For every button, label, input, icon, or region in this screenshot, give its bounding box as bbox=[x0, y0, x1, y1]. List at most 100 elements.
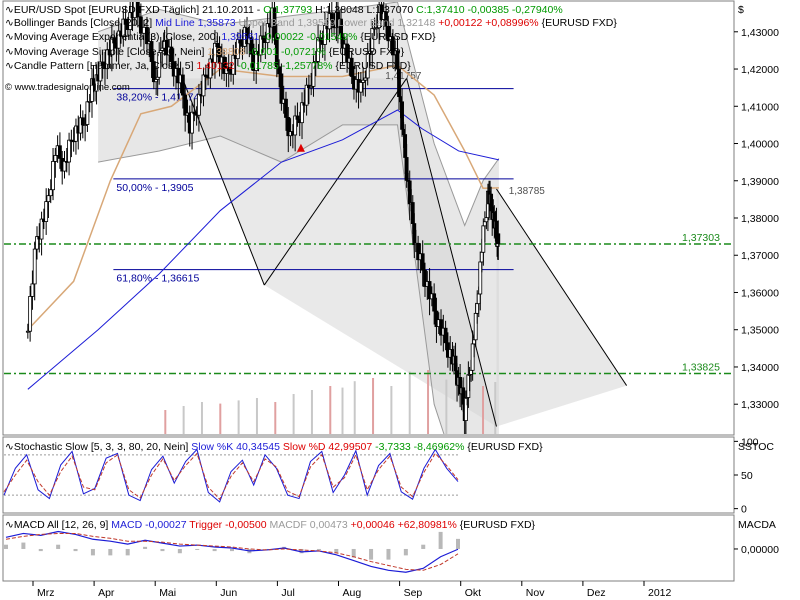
candle-body bbox=[439, 319, 443, 336]
candle-body bbox=[197, 93, 201, 116]
price-axis-label: 1,34000 bbox=[741, 362, 779, 374]
candle-body bbox=[420, 253, 425, 271]
volume-bar bbox=[310, 390, 313, 434]
legend-bollinger-change: +0,00122 +0,08996% bbox=[438, 17, 541, 29]
stochastic-panel-frame bbox=[2, 436, 735, 514]
candle-body bbox=[109, 37, 114, 56]
legend-line-bollinger: ∿Bollinger Bands [Close, 20, 2] Mid Line… bbox=[5, 17, 617, 29]
support-level-label: 1,33825 bbox=[682, 361, 720, 373]
stochastic-plot-area: 0 50 100 bbox=[3, 436, 759, 516]
macdf-bar bbox=[334, 548, 339, 554]
volume-bar bbox=[494, 382, 497, 434]
candle-body bbox=[25, 330, 30, 333]
legend-ema-name: Moving Average Exponential(3) [Close, 20… bbox=[14, 31, 222, 43]
candle-body bbox=[116, 30, 121, 49]
legend-bollinger-mid: Mid Line 1,35873 bbox=[155, 17, 238, 29]
candle-body bbox=[245, 26, 249, 45]
macdf-bar bbox=[177, 548, 182, 554]
candle-body bbox=[100, 61, 105, 66]
bollinger-upper-line bbox=[97, 2, 500, 227]
macdf-bar bbox=[21, 542, 26, 549]
legend-sma-value: 1,38808 bbox=[207, 46, 248, 58]
volume-bar bbox=[164, 410, 167, 434]
ema200-line bbox=[27, 109, 500, 390]
macdf-bar bbox=[56, 544, 61, 549]
macd-panel-label: MACDA bbox=[738, 519, 776, 531]
candle-body bbox=[169, 46, 174, 62]
stoch-legend-change: -3,7333 -8,46962% bbox=[375, 441, 467, 453]
price-axis-label: 1,41000 bbox=[741, 101, 779, 113]
candle-body bbox=[309, 85, 314, 89]
candle-body bbox=[105, 49, 110, 70]
macd-legend-symbol: {EURUSD FXD} bbox=[460, 519, 536, 531]
legend-sma-name: Moving Average Simple [Close, 50, Nein] bbox=[14, 46, 208, 58]
stochastic-panel[interactable]: 0 50 100 ∿Stochastic Slow [5, 3, 3, 80, 20… bbox=[2, 436, 774, 516]
trendline-label: 1,38785 bbox=[509, 186, 546, 197]
candle-body bbox=[345, 43, 349, 63]
candle-body bbox=[231, 54, 236, 75]
stoch-legend-d: Slow %D 42,99507 bbox=[283, 441, 375, 453]
time-axis-label: 2012 bbox=[648, 587, 672, 599]
time-axis-label: Okt bbox=[465, 587, 481, 599]
macdf-bar bbox=[125, 548, 130, 556]
candle-body bbox=[365, 52, 370, 79]
candle-body bbox=[85, 101, 90, 125]
macdf-bar bbox=[299, 548, 304, 554]
candle-body bbox=[203, 74, 208, 77]
candle-body bbox=[138, 16, 143, 34]
candle-body bbox=[149, 41, 154, 62]
time-axis[interactable]: Mrz Apr Mai Jun Jul Aug Sep Okt Nov Dez 2012 bbox=[32, 581, 672, 599]
macdf-bar bbox=[160, 548, 165, 552]
candle-body bbox=[384, 11, 388, 27]
macd-legend-change: +0,00046 +62,80981% bbox=[351, 519, 460, 531]
stochastic-axis-label: 0 bbox=[741, 504, 747, 516]
candle-body bbox=[39, 218, 44, 240]
candle-body bbox=[28, 295, 33, 332]
candle-body bbox=[83, 124, 88, 126]
stochastic-axis-label: 100 bbox=[741, 436, 759, 448]
stochastic-panel-label: SSTOC bbox=[738, 441, 774, 453]
candle-body bbox=[249, 37, 254, 55]
legend-ema-value: 1,39561 bbox=[221, 31, 262, 43]
candle-body bbox=[340, 33, 345, 49]
candle-body bbox=[74, 125, 78, 142]
macdf-bar bbox=[438, 531, 443, 549]
macd-axis-label: 0,00000 bbox=[741, 544, 779, 556]
candle-body bbox=[265, 23, 270, 43]
trendline bbox=[263, 78, 408, 286]
macd-panel[interactable]: 0,00000 ∿MACD All [12, 26, 9] MACD -0,00… bbox=[2, 514, 779, 582]
macd-legend-trigger: Trigger -0,00500 bbox=[189, 519, 269, 531]
candle-body bbox=[323, 25, 327, 45]
time-axis-label: Mrz bbox=[37, 587, 55, 599]
price-axis[interactable]: 1,33000 1,34000 1,35000 1,36000 1,37000 1,380… bbox=[734, 27, 779, 411]
candle-body bbox=[254, 51, 259, 71]
candle-body bbox=[277, 66, 282, 75]
candle-body bbox=[363, 77, 368, 81]
candle-body bbox=[128, 12, 133, 30]
candle-body bbox=[258, 35, 263, 56]
candle-body bbox=[416, 242, 421, 261]
candle-body bbox=[201, 74, 206, 97]
volume-bar bbox=[274, 402, 277, 434]
candle-body bbox=[311, 62, 316, 87]
macdf-bar bbox=[38, 548, 43, 552]
price-axis-label: 1,40000 bbox=[741, 139, 779, 151]
candle-body bbox=[151, 61, 156, 83]
macdf-bar bbox=[369, 548, 374, 560]
time-axis-label: Aug bbox=[343, 587, 362, 599]
volume-bar bbox=[372, 378, 375, 434]
candle-body bbox=[304, 84, 309, 106]
price-legend: ∿EUR/USD Spot [EURUSD FXD Täglich] 21.10… bbox=[5, 4, 617, 93]
volume-bar bbox=[341, 387, 344, 434]
candle-body bbox=[329, 13, 334, 22]
candle-body bbox=[190, 111, 194, 134]
legend-bollinger-symbol: {EURUSD FXD} bbox=[542, 17, 618, 29]
volume-bar bbox=[408, 371, 411, 434]
candle-body bbox=[261, 35, 265, 40]
candle-body bbox=[192, 111, 197, 115]
macd-legend: ∿MACD All [12, 26, 9] MACD -0,00027 Trig… bbox=[5, 519, 536, 531]
legend-candle-change: -0,01785 -1,25778% bbox=[237, 60, 335, 72]
price-axis-label: 1,36000 bbox=[741, 287, 779, 299]
volume-bar bbox=[255, 398, 258, 434]
